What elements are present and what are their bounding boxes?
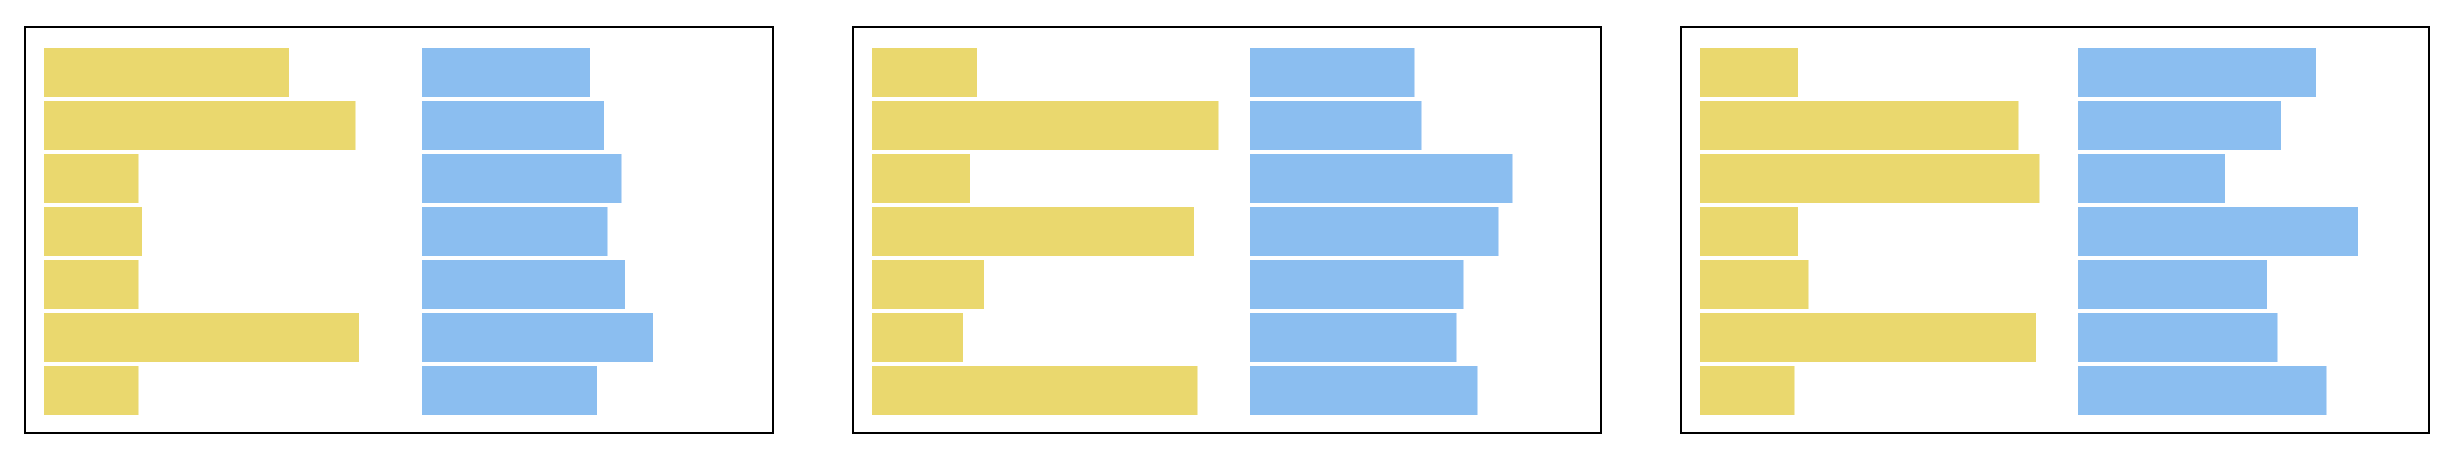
- chart-panel-2: [852, 26, 1602, 434]
- bar-panel1-series2-row7: [422, 366, 597, 415]
- bar-panel2-series2-row4: [1250, 207, 1499, 256]
- bar-panel2-series2-row5: [1250, 260, 1464, 309]
- bar-panel2-series1-row4: [872, 207, 1194, 256]
- bar-panel1-series1-row2: [44, 101, 356, 150]
- bar-panel1-series1-row6: [44, 313, 359, 362]
- bar-panel1-series2-row1: [422, 48, 590, 97]
- bar-panel2-series2-row2: [1250, 101, 1422, 150]
- bar-panel2-series1-row6: [872, 313, 963, 362]
- bar-panel2-series1-row1: [872, 48, 977, 97]
- bar-panel1-series1-row5: [44, 260, 139, 309]
- bar-panel1-series1-row1: [44, 48, 289, 97]
- bar-panel1-series1-row7: [44, 366, 139, 415]
- bar-panel2-series1-row2: [872, 101, 1219, 150]
- bar-panel2-series1-row7: [872, 366, 1198, 415]
- bar-panel3-series1-row7: [1700, 366, 1795, 415]
- chart-panel-3-plot: [1700, 48, 2358, 415]
- bar-panel1-series2-row2: [422, 101, 604, 150]
- chart-panel-2-plot: [872, 48, 1513, 415]
- chart-panel-1: [24, 26, 774, 434]
- bar-panel1-series2-row4: [422, 207, 608, 256]
- bar-panel3-series1-row6: [1700, 313, 2036, 362]
- bar-panel3-series1-row1: [1700, 48, 1798, 97]
- bar-panel3-series1-row5: [1700, 260, 1809, 309]
- bar-panel2-series2-row7: [1250, 366, 1478, 415]
- bar-panel3-series2-row4: [2078, 207, 2358, 256]
- bar-panel2-series2-row3: [1250, 154, 1513, 203]
- bar-panel1-series2-row6: [422, 313, 653, 362]
- bar-panel2-series1-row5: [872, 260, 984, 309]
- bar-panel3-series2-row3: [2078, 154, 2225, 203]
- bar-panel3-series2-row7: [2078, 366, 2327, 415]
- bar-panel3-series2-row1: [2078, 48, 2316, 97]
- bar-panel1-series1-row4: [44, 207, 142, 256]
- bar-panel1-series2-row3: [422, 154, 622, 203]
- bar-panel3-series2-row5: [2078, 260, 2267, 309]
- chart-panel-1-plot: [44, 48, 653, 415]
- bar-panel3-series2-row6: [2078, 313, 2278, 362]
- chart-panel-3: [1680, 26, 2430, 434]
- bar-panel1-series2-row5: [422, 260, 625, 309]
- bar-panel1-series1-row3: [44, 154, 139, 203]
- bar-panel3-series1-row4: [1700, 207, 1798, 256]
- bar-panel3-series1-row3: [1700, 154, 2040, 203]
- bar-panel3-series2-row2: [2078, 101, 2281, 150]
- bar-panel2-series2-row6: [1250, 313, 1457, 362]
- bar-panel3-series1-row2: [1700, 101, 2019, 150]
- bar-panel2-series1-row3: [872, 154, 970, 203]
- bar-panel2-series2-row1: [1250, 48, 1415, 97]
